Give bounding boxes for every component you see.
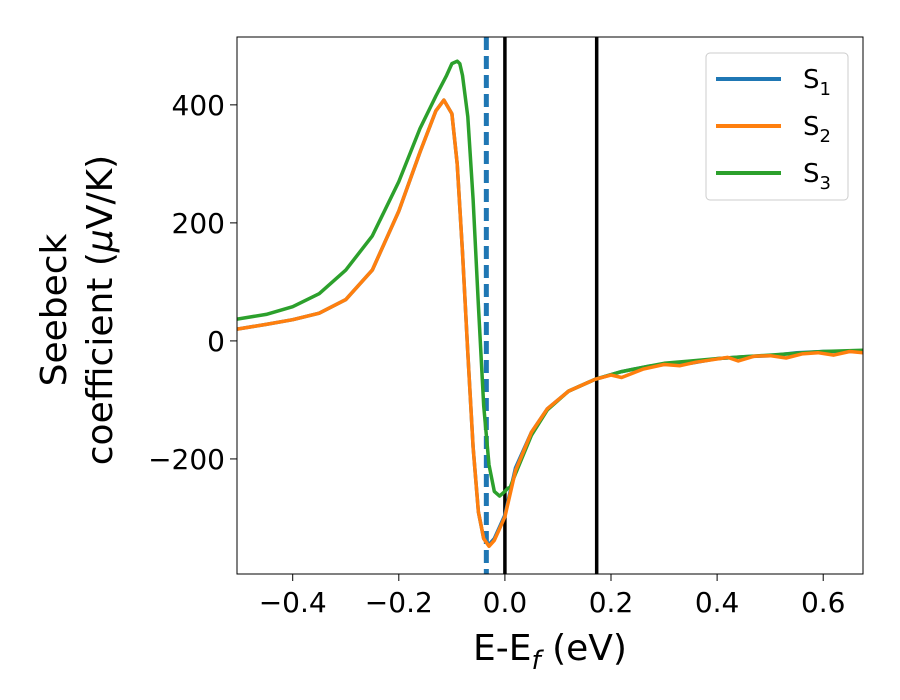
x-axis-label: E-Ef (eV) <box>473 628 627 676</box>
reference-lines <box>483 37 599 574</box>
y-tick-label: 400 <box>172 89 225 122</box>
legend: S1 S2 S3 <box>705 52 849 201</box>
y-axis-label-line1: Seebeck <box>34 233 75 386</box>
legend-label-s3: S3 <box>803 159 831 194</box>
x-tick-label: 0.6 <box>801 586 846 619</box>
x-tick-label: −0.4 <box>259 586 327 619</box>
plot-frame <box>236 36 864 575</box>
y-axis-label: Seebeck coefficient (μV/K) <box>34 155 121 465</box>
legend-label-s1: S1 <box>803 65 831 100</box>
x-axis-ticks: −0.4 −0.2 0.0 0.2 0.4 0.6 <box>259 574 846 619</box>
x-tick-label: 0.2 <box>589 586 634 619</box>
y-axis-ticks: −200 0 200 400 <box>148 89 237 476</box>
x-tick-label: 0.0 <box>483 586 528 619</box>
y-tick-label: −200 <box>148 443 225 476</box>
series-line-s2 <box>237 98 863 549</box>
y-tick-label: 200 <box>172 207 225 240</box>
y-tick-label: 0 <box>207 325 225 358</box>
y-axis-label-line2: coefficient (μV/K) <box>80 155 121 465</box>
x-tick-label: 0.4 <box>695 586 740 619</box>
series-line-s3 <box>237 59 863 498</box>
series-lines <box>237 59 863 549</box>
x-tick-label: −0.2 <box>365 586 433 619</box>
legend-label-s2: S2 <box>803 112 831 147</box>
